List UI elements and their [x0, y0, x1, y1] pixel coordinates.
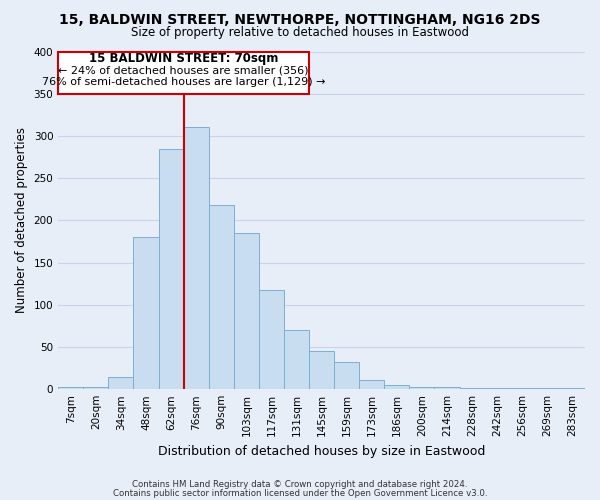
Bar	[434, 388, 460, 389]
Bar	[83, 388, 109, 389]
Text: Size of property relative to detached houses in Eastwood: Size of property relative to detached ho…	[131, 26, 469, 39]
Bar	[209, 205, 234, 389]
Text: 76% of semi-detached houses are larger (1,129) →: 76% of semi-detached houses are larger (…	[42, 77, 325, 87]
Bar	[109, 376, 133, 389]
Bar	[133, 237, 158, 389]
Bar	[58, 388, 83, 389]
Bar	[284, 330, 309, 389]
X-axis label: Distribution of detached houses by size in Eastwood: Distribution of detached houses by size …	[158, 444, 485, 458]
Bar	[359, 380, 385, 389]
FancyBboxPatch shape	[58, 52, 309, 94]
Bar	[158, 148, 184, 389]
Bar	[409, 388, 434, 389]
Text: ← 24% of detached houses are smaller (356): ← 24% of detached houses are smaller (35…	[58, 65, 309, 75]
Bar	[334, 362, 359, 389]
Bar	[385, 385, 409, 389]
Text: 15, BALDWIN STREET, NEWTHORPE, NOTTINGHAM, NG16 2DS: 15, BALDWIN STREET, NEWTHORPE, NOTTINGHA…	[59, 12, 541, 26]
Bar	[485, 388, 510, 389]
Text: Contains HM Land Registry data © Crown copyright and database right 2024.: Contains HM Land Registry data © Crown c…	[132, 480, 468, 489]
Bar	[460, 388, 485, 389]
Bar	[234, 233, 259, 389]
Text: Contains public sector information licensed under the Open Government Licence v3: Contains public sector information licen…	[113, 488, 487, 498]
Bar	[535, 388, 560, 389]
Bar	[184, 128, 209, 389]
Text: 15 BALDWIN STREET: 70sqm: 15 BALDWIN STREET: 70sqm	[89, 52, 278, 65]
Bar	[309, 351, 334, 389]
Bar	[560, 388, 585, 389]
Bar	[259, 290, 284, 389]
Y-axis label: Number of detached properties: Number of detached properties	[15, 128, 28, 314]
Bar	[510, 388, 535, 389]
